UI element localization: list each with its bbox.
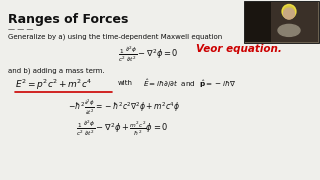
Ellipse shape bbox=[278, 24, 300, 36]
Circle shape bbox=[282, 4, 296, 19]
Bar bbox=[245, 2, 318, 42]
Text: $E^2 = p^2c^2 + m^2c^4$: $E^2 = p^2c^2 + m^2c^4$ bbox=[15, 78, 92, 92]
Text: $\hat{E} = i\hbar\partial/\partial t$  and  $\hat{\mathbf{p}} = -i\hbar\nabla$: $\hat{E} = i\hbar\partial/\partial t$ an… bbox=[143, 78, 236, 90]
Text: $\frac{1}{c^2}\frac{\partial^2\phi}{\partial t^2} - \nabla^2\phi + \frac{m^2c^2}: $\frac{1}{c^2}\frac{\partial^2\phi}{\par… bbox=[76, 118, 168, 138]
Text: Ranges of Forces: Ranges of Forces bbox=[8, 13, 128, 26]
Text: with: with bbox=[118, 80, 133, 86]
Text: $-\hbar^2\frac{\partial^2\phi}{\partial t^2} = -\hbar^2 c^2 \nabla^2\phi + m^2c^: $-\hbar^2\frac{\partial^2\phi}{\partial … bbox=[68, 97, 180, 116]
Bar bbox=[244, 1, 319, 43]
Bar bbox=[245, 2, 271, 42]
Text: Generalize by a) using the time-dependent Maxwell equation: Generalize by a) using the time-dependen… bbox=[8, 34, 222, 40]
Text: Veor equation.: Veor equation. bbox=[196, 44, 282, 54]
Text: $\frac{1}{c^2}\frac{\partial^2\phi}{\partial t^2} - \nabla^2\phi = 0$: $\frac{1}{c^2}\frac{\partial^2\phi}{\par… bbox=[118, 44, 179, 64]
Text: and b) adding a mass term.: and b) adding a mass term. bbox=[8, 68, 105, 75]
Circle shape bbox=[284, 8, 294, 19]
Text: — — —: — — — bbox=[8, 26, 34, 32]
